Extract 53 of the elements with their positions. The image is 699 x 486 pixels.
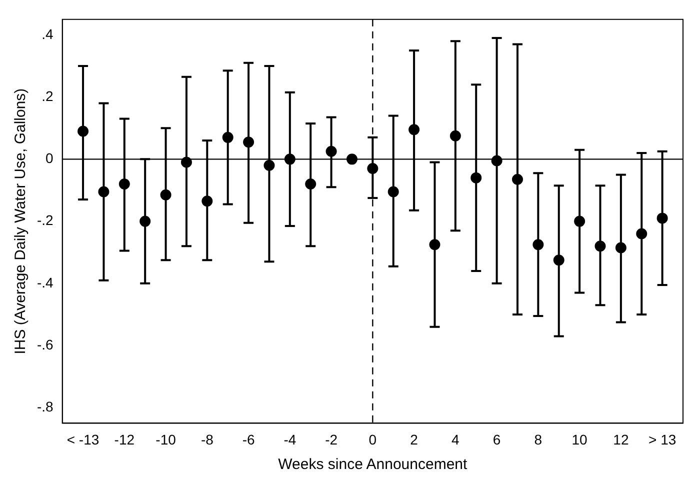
point bbox=[284, 154, 296, 165]
y-tick-label: -.8 bbox=[36, 398, 54, 415]
x-tick-label: > 13 bbox=[648, 431, 676, 448]
point bbox=[491, 155, 502, 166]
point bbox=[202, 196, 213, 207]
point bbox=[160, 189, 172, 200]
point bbox=[346, 154, 358, 165]
x-tick-label: -2 bbox=[325, 431, 338, 448]
point bbox=[243, 136, 254, 148]
point bbox=[512, 174, 523, 185]
point bbox=[615, 242, 626, 254]
x-tick-label: 12 bbox=[613, 431, 629, 448]
y-tick-label: -.4 bbox=[36, 274, 54, 290]
point bbox=[594, 240, 606, 252]
point bbox=[450, 130, 461, 142]
y-tick-label: -.2 bbox=[36, 212, 54, 228]
x-axis-title: Weeks since Announcement bbox=[278, 456, 468, 474]
point bbox=[532, 239, 544, 250]
point bbox=[305, 178, 316, 190]
point bbox=[636, 228, 648, 240]
x-tick-label: -4 bbox=[284, 431, 296, 448]
y-tick-label: .4 bbox=[42, 26, 54, 42]
x-tick-label: -10 bbox=[156, 431, 176, 448]
point bbox=[553, 254, 564, 266]
y-axis-title: IHS (Average Daily Water Use, Gallons) bbox=[12, 88, 30, 354]
point bbox=[388, 186, 399, 198]
point bbox=[98, 186, 110, 198]
y-tick-label: 0 bbox=[46, 150, 54, 166]
point bbox=[78, 126, 89, 137]
x-tick-label: -12 bbox=[114, 431, 135, 448]
x-tick-label: -6 bbox=[242, 431, 255, 448]
point bbox=[656, 212, 668, 224]
point bbox=[326, 146, 337, 157]
point bbox=[429, 239, 440, 250]
point bbox=[574, 216, 586, 227]
x-tick-label: -8 bbox=[200, 431, 214, 448]
point bbox=[408, 124, 420, 136]
y-tick-label: .2 bbox=[42, 88, 54, 104]
x-tick-label: 0 bbox=[368, 431, 377, 448]
point bbox=[264, 160, 275, 171]
x-tick-label: 6 bbox=[492, 431, 501, 448]
point bbox=[180, 156, 192, 168]
x-tick-label: 8 bbox=[534, 431, 542, 448]
point bbox=[140, 216, 151, 227]
x-tick-label: 4 bbox=[452, 431, 460, 448]
x-tick-label: 10 bbox=[572, 431, 588, 448]
y-tick-label: -.6 bbox=[36, 336, 54, 352]
x-tick-label: 2 bbox=[410, 431, 418, 448]
x-tick-label: < -13 bbox=[66, 431, 100, 448]
point bbox=[470, 172, 482, 184]
point bbox=[118, 178, 130, 190]
point bbox=[222, 132, 234, 143]
point bbox=[367, 162, 378, 174]
